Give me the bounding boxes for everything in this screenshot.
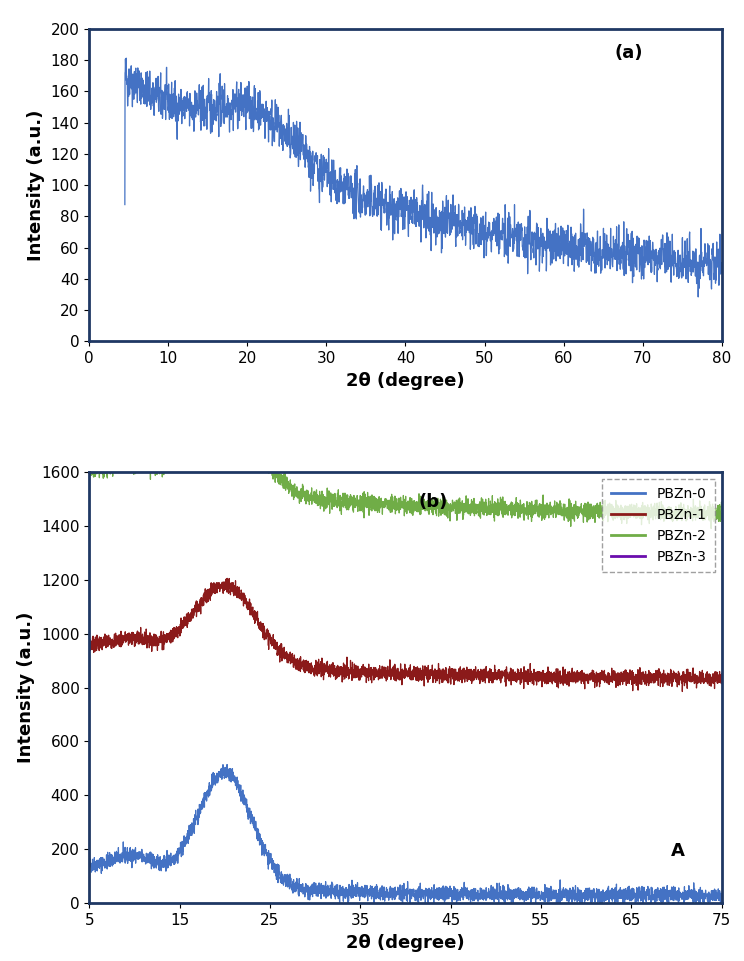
Line: PBZn-1: PBZn-1 xyxy=(89,579,740,692)
PBZn-3 xyxy=(683,347,692,358)
PBZn-0 xyxy=(716,895,725,906)
Line: PBZn-2: PBZn-2 xyxy=(89,401,740,529)
PBZn-3 xyxy=(359,331,368,342)
PBZn-0 xyxy=(364,884,373,896)
PBZn-1 xyxy=(85,631,94,643)
PBZn-2 xyxy=(716,505,725,517)
PBZn-0 xyxy=(557,891,566,902)
X-axis label: 2θ (degree): 2θ (degree) xyxy=(346,372,465,390)
Text: (b): (b) xyxy=(418,493,447,511)
Legend: PBZn-0, PBZn-1, PBZn-2, PBZn-3: PBZn-0, PBZn-1, PBZn-2, PBZn-3 xyxy=(602,479,715,572)
PBZn-1 xyxy=(557,670,566,681)
PBZn-2 xyxy=(683,505,692,517)
PBZn-3 xyxy=(85,293,94,305)
PBZn-2 xyxy=(359,496,368,507)
PBZn-3 xyxy=(216,212,225,224)
PBZn-0 xyxy=(222,759,231,771)
PBZn-1 xyxy=(359,665,368,677)
PBZn-0 xyxy=(394,889,403,900)
PBZn-1 xyxy=(716,673,725,684)
PBZn-2 xyxy=(212,395,221,407)
PBZn-3 xyxy=(557,340,566,352)
PBZn-2 xyxy=(364,497,373,508)
PBZn-3 xyxy=(364,335,373,347)
PBZn-2 xyxy=(707,523,716,534)
PBZn-1 xyxy=(364,668,373,679)
PBZn-2 xyxy=(557,505,566,516)
PBZn-1 xyxy=(223,573,232,584)
PBZn-0 xyxy=(683,890,692,901)
PBZn-0 xyxy=(359,887,368,899)
Line: PBZn-0: PBZn-0 xyxy=(89,765,740,906)
PBZn-2 xyxy=(735,499,744,510)
PBZn-3 xyxy=(735,337,744,349)
PBZn-3 xyxy=(590,356,599,367)
X-axis label: 2θ (degree): 2θ (degree) xyxy=(346,934,465,951)
PBZn-2 xyxy=(394,499,403,510)
Y-axis label: Intensity (a.u.): Intensity (a.u.) xyxy=(27,110,45,260)
PBZn-1 xyxy=(683,663,692,675)
Text: (a): (a) xyxy=(614,44,643,62)
Text: A: A xyxy=(671,842,685,860)
Line: PBZn-3: PBZn-3 xyxy=(89,218,740,361)
Y-axis label: Intensity (a.u.): Intensity (a.u.) xyxy=(17,612,36,763)
PBZn-2 xyxy=(85,467,94,479)
PBZn-0 xyxy=(85,857,94,869)
PBZn-1 xyxy=(394,666,403,678)
PBZn-1 xyxy=(678,686,687,698)
PBZn-1 xyxy=(735,668,744,679)
PBZn-3 xyxy=(394,329,403,340)
PBZn-0 xyxy=(735,888,744,899)
PBZn-3 xyxy=(716,339,725,351)
PBZn-0 xyxy=(647,900,655,912)
